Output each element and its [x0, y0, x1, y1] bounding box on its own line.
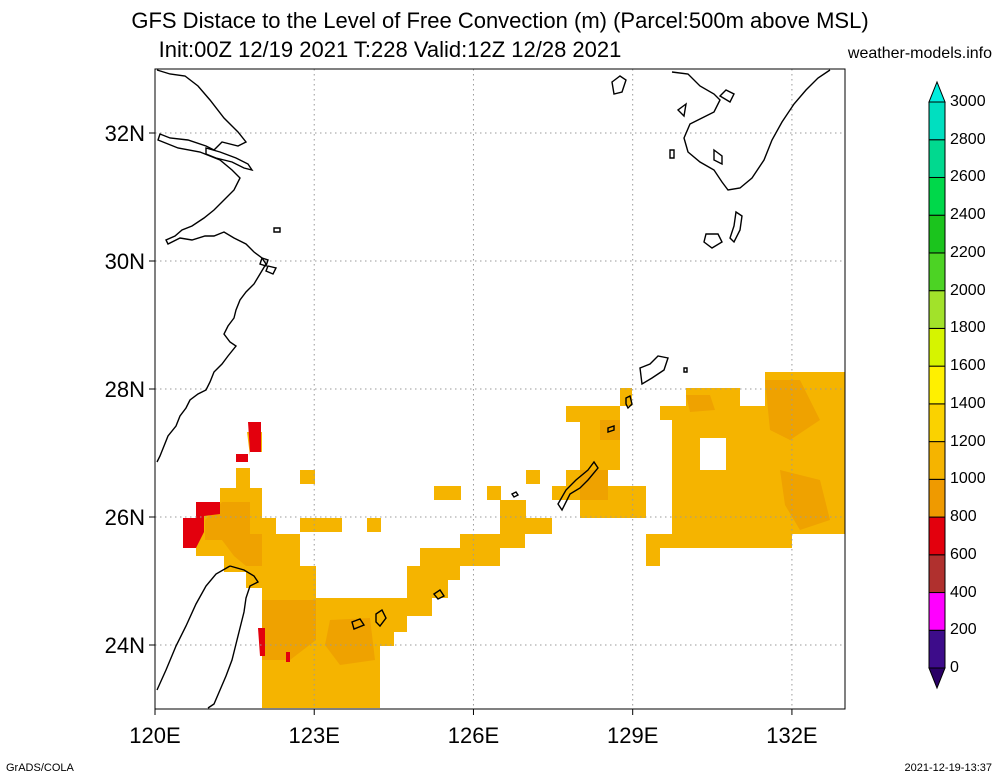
field-patch-small — [300, 470, 315, 484]
colorbar-swatch — [928, 327, 946, 367]
lon-axis-labels: 120E 123E 126E 129E 132E — [129, 723, 817, 748]
colorbar-swatch — [928, 403, 946, 443]
colorbar-label: 2000 — [950, 281, 986, 299]
lon-tick-label: 123E — [289, 723, 340, 748]
field-patch-small — [526, 470, 540, 484]
colorbar-label: 800 — [950, 508, 977, 526]
colorbar-label: 1800 — [950, 319, 986, 337]
field-patch-sw — [183, 432, 552, 708]
lat-tick-label: 24N — [105, 633, 145, 658]
field-patch-small — [460, 534, 474, 548]
colorbar-swatch — [928, 629, 946, 669]
lon-tick-label: 132E — [766, 723, 817, 748]
lon-tick-label: 126E — [448, 723, 499, 748]
map-title: GFS Distace to the Level of Free Convect… — [131, 8, 869, 33]
colorbar-swatch — [928, 290, 946, 329]
coastline-china — [156, 69, 267, 463]
footer-credit: GrADS/COLA — [6, 762, 74, 774]
colorbar-label: 1000 — [950, 470, 986, 488]
map-subtitle: Init:00Z 12/19 2021 T:228 Valid:12Z 12/2… — [158, 37, 622, 62]
coastline-island — [611, 75, 743, 386]
graticule — [155, 69, 845, 709]
colorbar-label: 400 — [950, 583, 977, 601]
field-patch-east — [646, 372, 845, 566]
colorbar-swatch — [928, 252, 946, 292]
lon-tick-label: 129E — [607, 723, 658, 748]
field-patch-small — [487, 486, 501, 500]
lfc-field-layer — [183, 372, 845, 708]
colorbar-label: 1200 — [950, 432, 986, 450]
colorbar-swatch — [928, 365, 946, 405]
field-patch-okinawa-dark — [580, 420, 620, 500]
footer-timestamp: 2021-12-19-13:37 — [904, 762, 992, 774]
colorbar-swatch — [928, 554, 946, 594]
colorbar — [928, 80, 946, 690]
colorbar-label: 200 — [950, 621, 977, 639]
colorbar-label: 2600 — [950, 168, 986, 186]
colorbar-label: 600 — [950, 545, 977, 563]
colorbar-low-arrow — [928, 667, 946, 690]
field-patch-small — [434, 486, 461, 500]
coastline-taiwan — [156, 565, 260, 709]
field-patch-small — [367, 518, 381, 532]
colorbar-swatch — [928, 214, 946, 254]
colorbar-label: 1600 — [950, 357, 986, 375]
colorbar-swatch — [928, 441, 946, 480]
coastline-islands-zhoushan — [259, 227, 281, 275]
field-patch-okinawa — [552, 388, 646, 518]
coastlines — [156, 69, 831, 709]
colorbar-swatch — [928, 176, 946, 216]
lat-tick-label: 28N — [105, 377, 145, 402]
lat-tick-label: 26N — [105, 505, 145, 530]
field-patch-east-dark — [686, 380, 830, 530]
colorbar-label: 1400 — [950, 394, 986, 412]
colorbar-label: 2400 — [950, 206, 986, 224]
coastline-kyushu — [671, 69, 831, 191]
colorbar-label: 2200 — [950, 243, 986, 261]
axis-ticks — [149, 132, 793, 715]
coastline-island — [351, 394, 633, 630]
colorbar-swatch — [928, 516, 946, 556]
colorbar-swatch — [928, 139, 946, 178]
colorbar-high-arrow — [928, 80, 946, 103]
lat-tick-label: 30N — [105, 249, 145, 274]
colorbar-swatch — [928, 101, 946, 141]
colorbar-label: 0 — [950, 659, 959, 676]
colorbar-label: 2800 — [950, 130, 986, 148]
colorbar-swatch — [928, 592, 946, 631]
site-credit: weather-models.info — [847, 45, 992, 62]
coastline-okinawa — [557, 460, 599, 512]
coastline-yangtze-estuary — [205, 147, 254, 172]
colorbar-label: 3000 — [950, 93, 986, 110]
field-patch-dark1 — [205, 502, 375, 665]
field-patch-small — [300, 518, 342, 532]
lat-axis-labels: 24N 26N 28N 30N 32N — [105, 121, 145, 658]
lon-tick-label: 120E — [129, 723, 180, 748]
colorbar-swatch — [928, 478, 946, 518]
lat-tick-label: 32N — [105, 121, 145, 146]
